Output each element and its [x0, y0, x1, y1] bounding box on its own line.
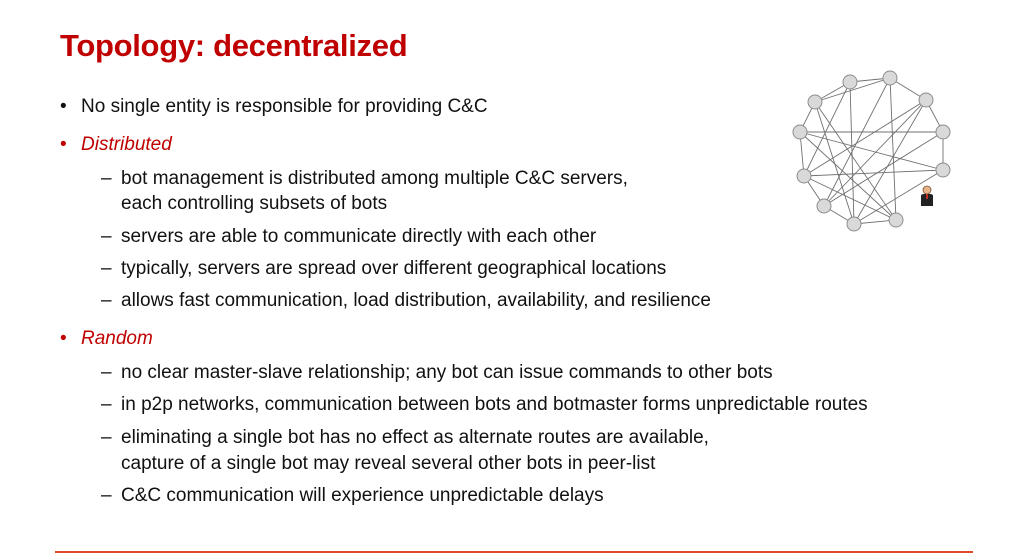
- network-edge: [853, 99, 927, 225]
- bullet-dot: •: [60, 328, 67, 349]
- network-edge: [803, 99, 927, 177]
- network-edge: [823, 99, 927, 207]
- sub-bullet-text: eliminating a single bot has no effect a…: [121, 427, 709, 448]
- network-edge: [814, 101, 855, 225]
- network-edge: [803, 81, 851, 177]
- sub-bullet-text: bot management is distributed among mult…: [121, 168, 628, 189]
- person-icon: [921, 185, 933, 206]
- network-edge: [814, 101, 897, 221]
- network-edge: [849, 81, 855, 225]
- network-edge: [823, 77, 891, 207]
- bullet-text: No single entity is responsible for prov…: [81, 96, 488, 117]
- network-edge: [889, 77, 897, 221]
- sub-bullet-text: C&C communication will experience unpred…: [121, 485, 604, 506]
- sub-dash: –: [101, 168, 112, 189]
- sub-bullet-text: each controlling subsets of bots: [121, 193, 388, 214]
- network-node: [796, 168, 812, 184]
- footer-rule: [55, 551, 973, 553]
- sub-dash: –: [101, 258, 112, 279]
- network-edge: [814, 77, 891, 103]
- network-nodes: [792, 70, 951, 232]
- bullet-dot: •: [60, 134, 67, 155]
- p2p-network-diagram: [792, 70, 951, 232]
- sub-bullet-text: servers are able to communicate directly…: [121, 226, 597, 247]
- bullet-heading-random: Random: [81, 328, 153, 349]
- network-node: [846, 216, 862, 232]
- sub-bullet-text: allows fast communication, load distribu…: [121, 290, 711, 311]
- network-node: [807, 94, 823, 110]
- network-edge: [803, 169, 944, 177]
- bullet-dot: •: [60, 96, 67, 117]
- network-node: [888, 212, 904, 228]
- sub-bullet-text: no clear master-slave relationship; any …: [121, 362, 773, 383]
- sub-dash: –: [101, 485, 112, 506]
- sub-dash: –: [101, 226, 112, 247]
- network-node: [918, 92, 934, 108]
- sub-bullet-text: capture of a single bot may reveal sever…: [121, 453, 656, 474]
- network-node: [935, 162, 951, 178]
- sub-bullet-text: typically, servers are spread over diffe…: [121, 258, 667, 279]
- bullet-heading-distributed: Distributed: [81, 134, 172, 155]
- network-node: [882, 70, 898, 86]
- network-edge: [853, 169, 944, 225]
- sub-dash: –: [101, 394, 112, 415]
- sub-dash: –: [101, 290, 112, 311]
- network-edge: [799, 131, 897, 221]
- sub-dash: –: [101, 427, 112, 448]
- network-node: [816, 198, 832, 214]
- slide-title: Topology: decentralized: [60, 28, 408, 63]
- sub-bullet-text: in p2p networks, communication between b…: [121, 394, 868, 415]
- network-node: [935, 124, 951, 140]
- network-node: [842, 74, 858, 90]
- network-edge: [803, 175, 897, 221]
- network-node: [792, 124, 808, 140]
- network-edge: [799, 131, 944, 171]
- sub-dash: –: [101, 362, 112, 383]
